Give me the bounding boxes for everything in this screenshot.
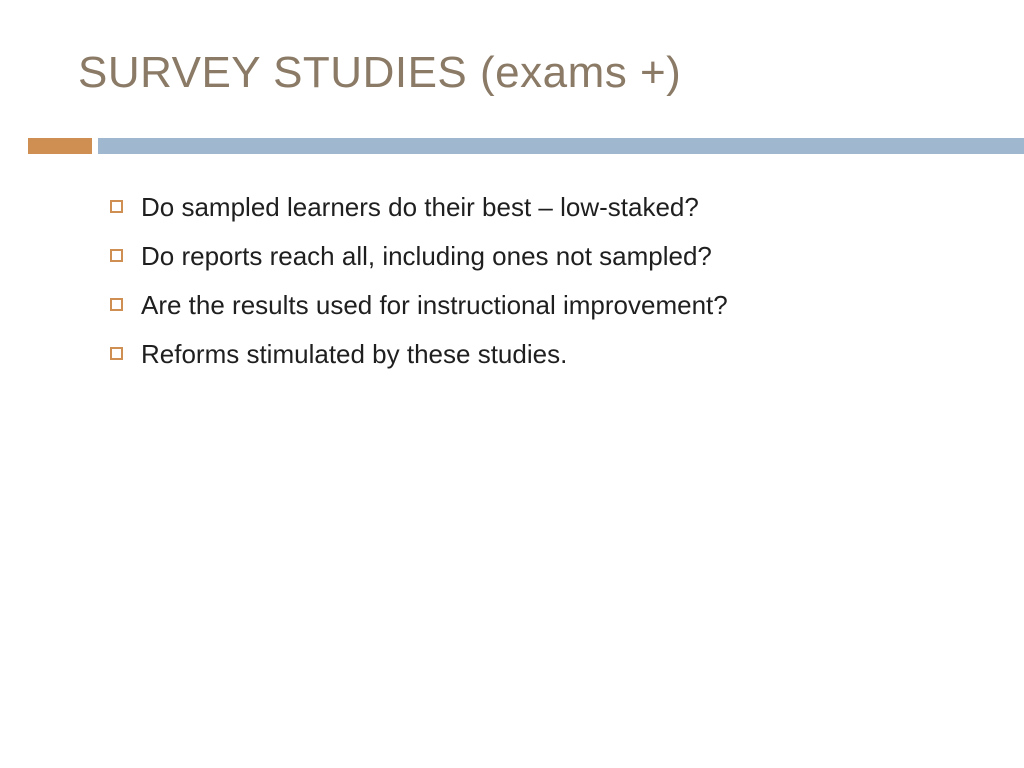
bullet-text: Do reports reach all, including ones not… xyxy=(141,239,712,274)
bullet-text: Do sampled learners do their best – low-… xyxy=(141,190,699,225)
bullet-text: Reforms stimulated by these studies. xyxy=(141,337,567,372)
separator-accent-left xyxy=(28,138,92,154)
list-item: Reforms stimulated by these studies. xyxy=(110,337,964,372)
separator-accent-right xyxy=(98,138,1024,154)
square-bullet-icon xyxy=(110,249,123,262)
square-bullet-icon xyxy=(110,298,123,311)
list-item: Are the results used for instructional i… xyxy=(110,288,964,323)
square-bullet-icon xyxy=(110,347,123,360)
square-bullet-icon xyxy=(110,200,123,213)
title-separator xyxy=(0,138,1024,154)
list-item: Do sampled learners do their best – low-… xyxy=(110,190,964,225)
slide: SURVEY STUDIES (exams +) Do sampled lear… xyxy=(0,0,1024,768)
list-item: Do reports reach all, including ones not… xyxy=(110,239,964,274)
slide-title: SURVEY STUDIES (exams +) xyxy=(78,48,681,98)
bullet-list: Do sampled learners do their best – low-… xyxy=(110,190,964,386)
bullet-text: Are the results used for instructional i… xyxy=(141,288,728,323)
